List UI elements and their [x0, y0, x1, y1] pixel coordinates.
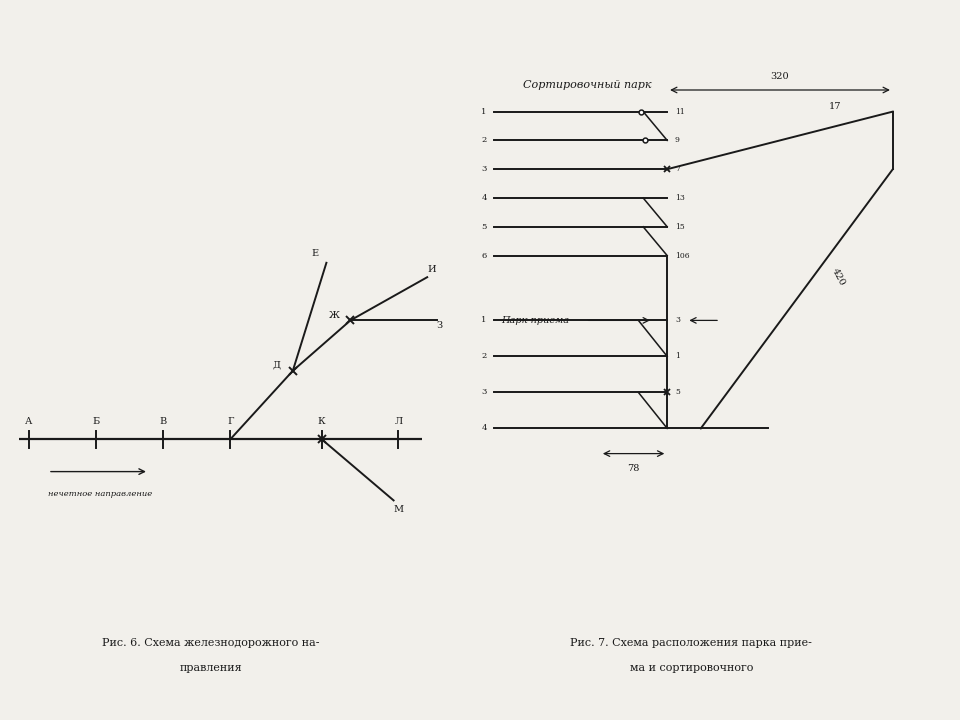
- Text: Л: Л: [395, 417, 402, 426]
- Text: К: К: [318, 417, 325, 426]
- Text: 15: 15: [675, 222, 684, 231]
- Text: 5: 5: [481, 222, 487, 231]
- Text: 78: 78: [628, 464, 639, 474]
- Text: 5: 5: [675, 388, 680, 397]
- Text: 4: 4: [481, 424, 487, 433]
- Text: правления: правления: [180, 663, 243, 673]
- Text: 1: 1: [481, 107, 487, 116]
- Text: В: В: [159, 417, 167, 426]
- Text: 2: 2: [482, 352, 487, 361]
- Text: нечетное направление: нечетное направление: [48, 490, 153, 498]
- Text: И: И: [428, 265, 436, 274]
- Text: 3: 3: [481, 388, 487, 397]
- Text: Д: Д: [273, 361, 280, 369]
- Text: З: З: [437, 321, 443, 330]
- Text: 106: 106: [675, 251, 689, 260]
- Text: 17: 17: [828, 102, 842, 111]
- Text: 9: 9: [675, 136, 680, 145]
- Text: Рис. 6. Схема железнодорожного на-: Рис. 6. Схема железнодорожного на-: [103, 638, 320, 648]
- Text: М: М: [394, 505, 403, 514]
- Text: Г: Г: [228, 417, 233, 426]
- Text: 13: 13: [675, 194, 684, 202]
- Text: Е: Е: [311, 249, 319, 258]
- Text: Рис. 7. Схема расположения парка прие-: Рис. 7. Схема расположения парка прие-: [570, 638, 812, 648]
- Text: 3: 3: [675, 316, 680, 325]
- Text: Б: Б: [92, 417, 100, 426]
- Text: 1: 1: [481, 316, 487, 325]
- Text: 11: 11: [675, 107, 684, 116]
- Text: 2: 2: [482, 136, 487, 145]
- Text: 320: 320: [770, 71, 789, 81]
- Text: 7: 7: [675, 165, 680, 174]
- Text: 1: 1: [675, 352, 680, 361]
- Text: 4: 4: [481, 194, 487, 202]
- Text: А: А: [25, 417, 33, 426]
- Text: 3: 3: [481, 165, 487, 174]
- Text: 6: 6: [482, 251, 487, 260]
- Text: Парк приема: Парк приема: [501, 316, 569, 325]
- Text: ма и сортировочного: ма и сортировочного: [630, 663, 753, 673]
- Text: Ж: Ж: [328, 311, 340, 320]
- Text: 420: 420: [829, 267, 847, 287]
- Text: Сортировочный парк: Сортировочный парк: [523, 80, 652, 90]
